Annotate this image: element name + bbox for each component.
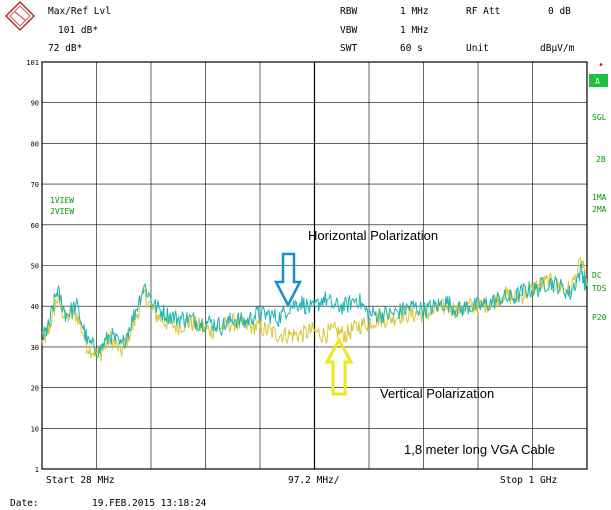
vbw-label: VBW	[340, 25, 357, 36]
stop-frequency: Stop 1 GHz	[500, 475, 557, 486]
y-tick-label: 10	[31, 425, 39, 433]
annotation-horizontal-polarization: Horizontal Polarization	[308, 228, 438, 243]
date-label: Date:	[10, 498, 39, 509]
trace1-view-label: 1VIEW	[50, 196, 74, 205]
rbw-value: 1 MHz	[400, 6, 429, 17]
y-tick-label: 60	[31, 222, 39, 230]
vbw-value: 1 MHz	[400, 25, 429, 36]
ref-level-title: Max/Ref Lvl	[48, 6, 111, 17]
start-frequency: Start 28 MHz	[46, 475, 115, 486]
a-badge	[589, 74, 608, 87]
ref-level-value: 101 dB*	[58, 25, 98, 36]
yellow-up-arrow	[324, 336, 354, 396]
trace-layer	[41, 256, 588, 362]
y-tick-label: 20	[31, 385, 39, 393]
dc-label: DC	[592, 271, 602, 280]
2b-label: 2B	[596, 155, 606, 164]
y-tick-label: 70	[31, 181, 39, 189]
rbw-label: RBW	[340, 6, 357, 17]
plot-grid	[41, 61, 588, 470]
annotation-vertical-polarization: Vertical Polarization	[380, 386, 494, 401]
date-value: 19.FEB.2015 13:18:24	[92, 498, 207, 509]
unit-label: Unit	[466, 43, 489, 54]
tds-label: TDS	[592, 284, 607, 293]
blue-down-arrow	[273, 252, 303, 308]
y-tick-label: 1	[35, 466, 39, 474]
y-tick-label: 90	[31, 100, 39, 108]
trace-horizontal-polarization	[41, 263, 588, 358]
unit-value: dBµV/m	[540, 43, 575, 54]
annotation-cable: 1,8 meter long VGA Cable	[404, 442, 555, 457]
brand-logo	[4, 0, 36, 32]
trace2-view-label: 2VIEW	[50, 207, 74, 216]
marker-dot: •	[598, 60, 604, 71]
y-tick-label: 30	[31, 344, 39, 352]
sgl-label: SGL	[592, 113, 607, 122]
swt-label: SWT	[340, 43, 357, 54]
y-tick-label: 40	[31, 303, 39, 311]
2ma-label: 2MA	[592, 205, 607, 214]
a-badge-label: A	[595, 77, 600, 86]
y-tick-label: 101	[26, 59, 39, 67]
ref-level-secondary: 72 dB*	[48, 43, 82, 54]
p20-label: P20	[592, 313, 607, 322]
1ma-label: 1MA	[592, 193, 607, 202]
rf-att-value: 0 dB	[548, 6, 571, 17]
swt-value: 60 s	[400, 43, 423, 54]
rf-att-label: RF Att	[466, 6, 500, 17]
y-tick-label: 50	[31, 263, 39, 271]
y-tick-label: 80	[31, 140, 39, 148]
span-per-division: 97.2 MHz/	[288, 475, 339, 486]
